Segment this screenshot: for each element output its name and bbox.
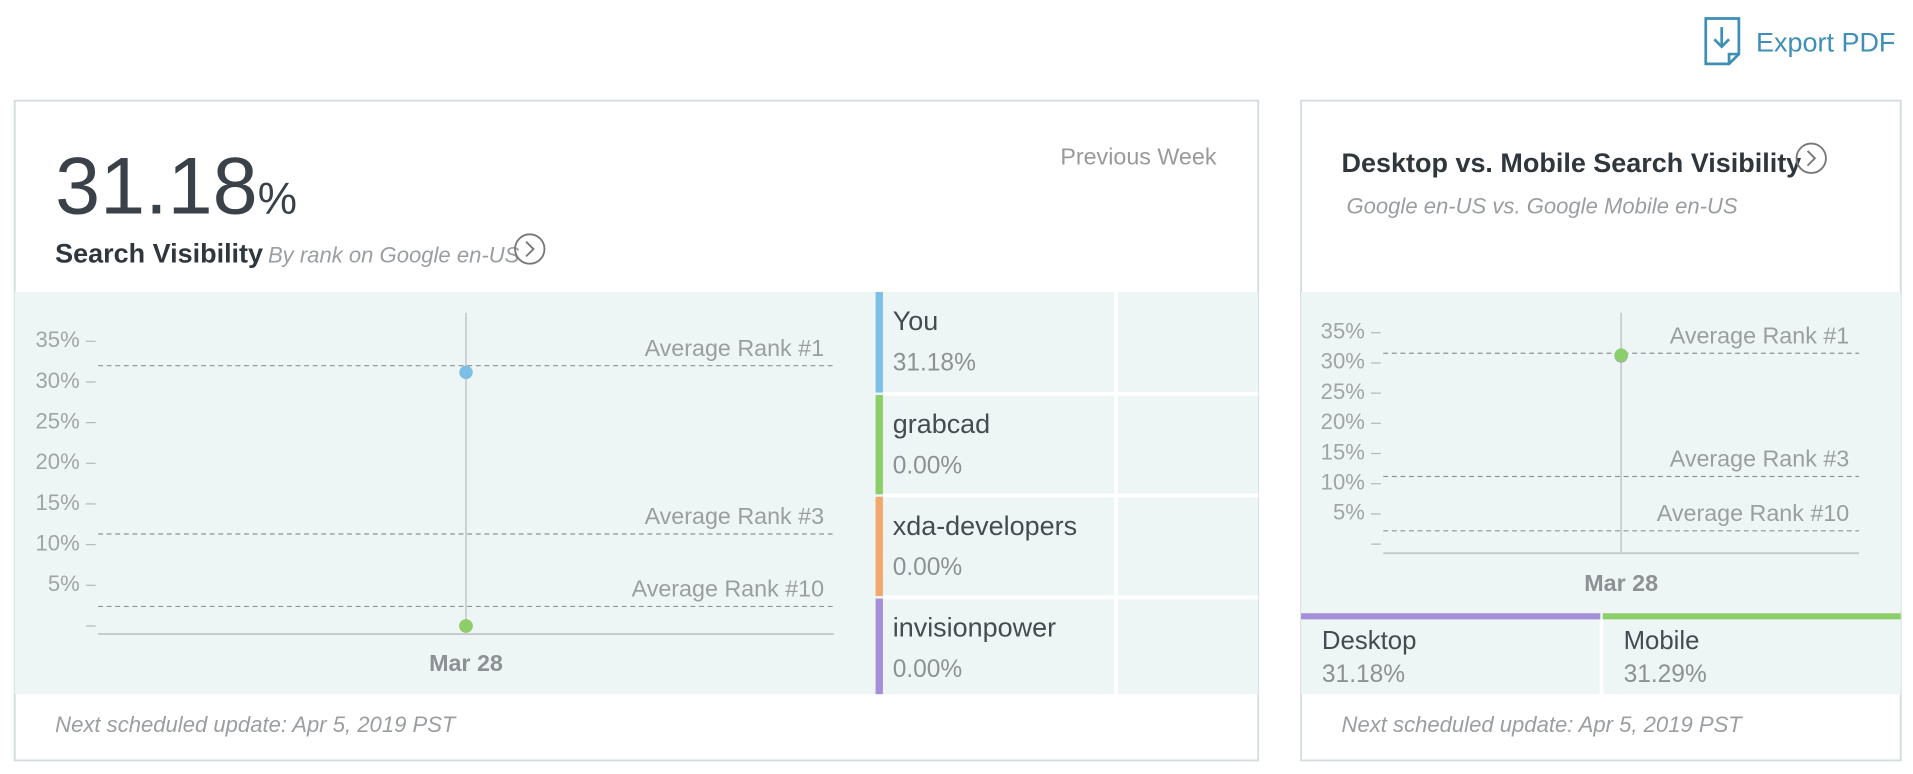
legend-swatch	[875, 598, 883, 695]
legend-value: 0.00%	[893, 554, 963, 581]
info-button[interactable]	[514, 233, 546, 265]
export-icon	[1704, 17, 1741, 66]
panel-subtitle: Google en-US vs. Google Mobile en-US	[1346, 193, 1737, 218]
x-tick-label: Mar 28	[1584, 570, 1658, 596]
panel-subtitle: By rank on Google en-US	[268, 243, 520, 268]
legend-name: You	[893, 306, 939, 336]
info-circle	[514, 233, 546, 265]
legend-swatch	[1602, 613, 1901, 620]
legend-name: Desktop	[1322, 627, 1416, 655]
data-point	[1614, 348, 1628, 362]
data-point	[459, 619, 473, 633]
legend-value: 0.00%	[893, 656, 963, 683]
y-tick-label: 30%	[1321, 349, 1365, 374]
chart-area	[14, 291, 1259, 695]
y-tick-label: 5%	[1333, 500, 1365, 525]
legend-name: grabcad	[893, 409, 990, 439]
reference-label: Average Rank #3	[1670, 446, 1849, 472]
y-tick-label: 25%	[1321, 379, 1365, 404]
legend-name: invisionpower	[893, 613, 1056, 643]
info-chevron	[525, 241, 535, 258]
period-label[interactable]: Previous Week	[1060, 143, 1216, 169]
reference-label: Average Rank #3	[645, 503, 824, 529]
big-value: 31.18%	[55, 141, 297, 231]
export-label[interactable]: Export PDF	[1756, 28, 1895, 58]
y-tick-label: 35%	[1321, 319, 1365, 344]
panel-title: Desktop vs. Mobile Search Visibility	[1342, 148, 1802, 178]
y-tick-label: 10%	[36, 530, 80, 555]
reference-label: Average Rank #1	[645, 335, 824, 361]
legend-swatch	[875, 291, 883, 393]
legend-value: 31.18%	[893, 349, 976, 376]
y-tick-label: 30%	[36, 368, 80, 393]
y-tick-label: 15%	[36, 490, 80, 515]
y-tick-label: 25%	[36, 408, 80, 433]
legend-value: 31.29%	[1624, 661, 1707, 688]
reference-label: Average Rank #10	[1657, 500, 1849, 526]
panel-title: Search Visibility	[55, 239, 263, 269]
legend-swatch	[875, 496, 883, 597]
legend-name: Mobile	[1624, 627, 1700, 655]
legend-swatch	[875, 394, 883, 495]
big-number: 31.18	[55, 141, 258, 231]
footer-note: Next scheduled update: Apr 5, 2019 PST	[55, 712, 457, 737]
reference-label: Average Rank #10	[632, 576, 824, 602]
y-tick-label: 10%	[1321, 470, 1365, 495]
x-tick-label: Mar 28	[429, 650, 503, 676]
legend-swatch	[1301, 613, 1601, 620]
y-tick-label: 20%	[36, 449, 80, 474]
export-icon-fold	[1727, 52, 1739, 64]
reference-label: Average Rank #1	[1670, 322, 1849, 348]
export-icon-arrow	[1713, 27, 1731, 49]
legend-value: 31.18%	[1322, 661, 1405, 688]
footer-note: Next scheduled update: Apr 5, 2019 PST	[1342, 712, 1744, 737]
info-chevron	[1806, 150, 1817, 167]
info-button[interactable]	[1795, 142, 1827, 174]
y-tick-label: 5%	[48, 571, 80, 596]
legend-value: 0.00%	[893, 452, 963, 479]
export-button[interactable]: Export PDF	[1704, 17, 1896, 66]
y-tick-label: 20%	[1321, 409, 1365, 434]
panel-heading: Search Visibility By rank on Google en-US	[55, 239, 519, 269]
info-circle	[1795, 142, 1827, 174]
y-tick-label: 15%	[1321, 439, 1365, 464]
big-unit: %	[258, 174, 297, 223]
data-point	[459, 365, 473, 380]
legend-name: xda-developers	[893, 511, 1077, 541]
y-tick-label: 35%	[36, 327, 80, 352]
